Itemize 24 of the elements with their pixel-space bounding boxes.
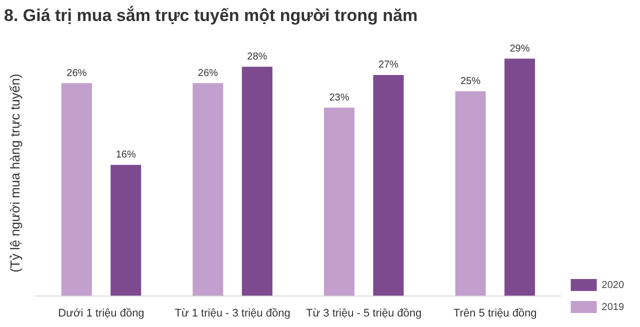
x-tick-label: Từ 3 triệu - 5 triệu đồng — [306, 307, 422, 320]
bar — [110, 164, 142, 296]
bar — [455, 91, 486, 296]
x-tick-label: Trên 5 triệu đồng — [453, 307, 537, 320]
data-label: 29% — [510, 43, 530, 54]
bar — [504, 58, 535, 296]
bar — [373, 74, 404, 296]
data-label: 28% — [247, 52, 268, 63]
data-label: 25% — [460, 76, 481, 88]
chart-title: 8. Giá trị mua sắm trực tuyến một người trong năm — [4, 4, 418, 25]
data-label: 26% — [198, 68, 218, 79]
data-label: 23% — [329, 92, 350, 104]
y-axis-title: (Tỷ lệ người mua hàng trực tuyến) — [7, 74, 22, 272]
legend-label: 2019 — [602, 302, 624, 313]
legend-label: 2020 — [602, 280, 624, 291]
bar — [61, 83, 92, 296]
bar — [192, 83, 224, 296]
x-tick-label: Dưới 1 triệu đồng — [58, 307, 144, 320]
data-label: 16% — [116, 150, 136, 161]
bar — [242, 66, 272, 296]
data-label: 27% — [378, 60, 399, 71]
data-label: 26% — [66, 68, 87, 79]
bar — [324, 108, 354, 296]
x-tick-label: Từ 1 triệu - 3 triệu đồng — [174, 307, 290, 320]
